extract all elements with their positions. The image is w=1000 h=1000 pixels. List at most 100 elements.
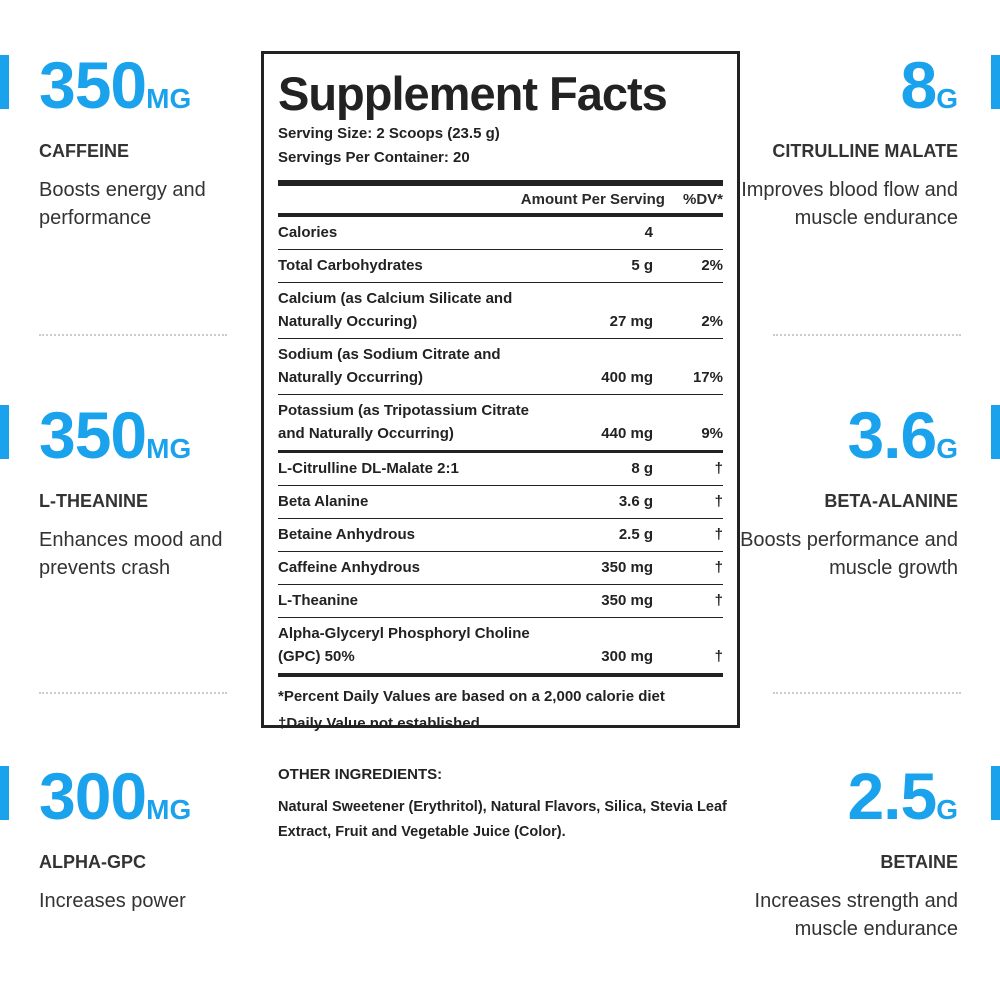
amount-unit: G — [936, 433, 958, 464]
nutrient-amount: 4 — [644, 224, 653, 241]
facts-row: Beta Alanine 3.6 g † — [278, 486, 723, 519]
amount-unit: MG — [146, 433, 192, 464]
nutrient-dv: † — [714, 493, 723, 510]
facts-row: Calcium (as Calcium Silicate and Natural… — [278, 283, 723, 339]
nutrient-name: Caffeine Anhydrous — [278, 559, 420, 576]
amount-unit: MG — [146, 83, 192, 114]
facts-title: Supplement Facts — [278, 67, 668, 120]
nutrient-dv: † — [714, 460, 723, 477]
amount-value: 350 — [39, 48, 147, 122]
ingredient-highlight: 350MG CAFFEINE Boosts energy and perform… — [39, 52, 269, 232]
supplement-facts-panel: Supplement Facts Serving Size: 2 Scoops … — [261, 51, 740, 732]
ingredient-name: BETA-ALANINE — [824, 491, 958, 511]
accent-bar — [991, 405, 1000, 459]
other-ingredients-text: Natural Sweetener (Erythritol), Natural … — [278, 799, 727, 840]
accent-bar — [0, 55, 9, 109]
amount: 350MG — [39, 402, 269, 479]
nutrient-amount: 440 mg — [601, 425, 653, 442]
footnote-dagger: †Daily Value not established — [278, 715, 480, 732]
ingredient-description: Boosts performance and muscle growth — [740, 529, 958, 579]
nutrient-dv: 2% — [701, 257, 723, 274]
facts-row: L-Theanine 350 mg † — [278, 585, 723, 618]
amount-value: 300 — [39, 759, 147, 833]
ingredient-highlight: 3.6G BETA-ALANINE Boosts performance and… — [728, 402, 958, 582]
nutrient-amount: 400 mg — [601, 369, 653, 386]
ingredient-name: ALPHA-GPC — [39, 852, 146, 872]
nutrient-dv: 17% — [692, 369, 723, 386]
col-amount: Amount Per Serving — [520, 191, 665, 208]
amount: 3.6G — [728, 402, 958, 479]
accent-bar — [0, 405, 9, 459]
other-ingredients-title: OTHER INGREDIENTS: — [278, 766, 443, 783]
amount-value: 2.5 — [847, 759, 937, 833]
ingredient-description: Boosts energy and performance — [39, 179, 206, 229]
nutrient-amount: 8 g — [631, 460, 653, 477]
nutrient-dv: 9% — [701, 425, 723, 442]
ingredient-description: Increases strength and muscle endurance — [754, 890, 958, 940]
amount-unit: MG — [146, 794, 192, 825]
nutrient-name: Calcium (as Calcium Silicate and Natural… — [278, 290, 513, 330]
facts-row: Potassium (as Tripotassium Citrate and N… — [278, 395, 723, 453]
ingredient-name: CAFFEINE — [39, 141, 129, 161]
nutrient-name: Betaine Anhydrous — [278, 526, 415, 543]
amount-value: 350 — [39, 398, 147, 472]
nutrient-amount: 350 mg — [601, 592, 653, 609]
nutrient-amount: 3.6 g — [618, 493, 653, 510]
amount-unit: G — [936, 83, 958, 114]
ingredient-highlight: 300MG ALPHA-GPC Increases power — [39, 763, 269, 915]
nutrient-dv: † — [714, 592, 723, 609]
nutrient-name: Sodium (as Sodium Citrate and Naturally … — [278, 346, 501, 386]
ingredient-highlight: 8G CITRULLINE MALATE Improves blood flow… — [728, 52, 959, 232]
serving-size: Serving Size: 2 Scoops (23.5 g) — [278, 125, 500, 142]
ingredient-name: L-THEANINE — [39, 491, 148, 511]
facts-row: Calories 4 — [278, 217, 723, 250]
divider — [773, 334, 961, 336]
nutrient-name: Alpha-Glyceryl Phosphoryl Choline (GPC) … — [278, 625, 530, 665]
amount-value: 8 — [900, 48, 938, 122]
divider — [39, 334, 227, 336]
other-ingredients: OTHER INGREDIENTS: Natural Sweetener (Er… — [278, 766, 738, 845]
ingredient-name: BETAINE — [880, 852, 958, 872]
amount-unit: G — [936, 794, 958, 825]
nutrient-name: Total Carbohydrates — [278, 257, 423, 274]
footnote-dv: *Percent Daily Values are based on a 2,0… — [278, 688, 665, 705]
ingredient-description: Increases power — [39, 890, 186, 912]
nutrient-amount: 27 mg — [609, 313, 653, 330]
facts-row: Sodium (as Sodium Citrate and Naturally … — [278, 339, 723, 395]
divider — [278, 180, 723, 186]
facts-row: L-Citrulline DL-Malate 2:1 8 g † — [278, 453, 723, 486]
nutrient-name: Potassium (as Tripotassium Citrate and N… — [278, 402, 529, 442]
amount: 2.5G — [728, 763, 958, 840]
nutrient-amount: 350 mg — [601, 559, 653, 576]
amount-value: 3.6 — [847, 398, 937, 472]
nutrient-name: Beta Alanine — [278, 493, 369, 510]
nutrient-amount: 5 g — [631, 257, 653, 274]
ingredient-description: Enhances mood and prevents crash — [39, 529, 223, 579]
nutrient-amount: 2.5 g — [618, 526, 653, 543]
ingredient-name: CITRULLINE MALATE — [772, 141, 958, 161]
facts-header: Amount Per Serving %DV* — [278, 186, 723, 217]
nutrient-name: Calories — [278, 224, 338, 241]
nutrient-name: L-Theanine — [278, 592, 359, 609]
accent-bar — [991, 766, 1000, 820]
amount: 350MG — [39, 52, 269, 129]
facts-row: Caffeine Anhydrous 350 mg † — [278, 552, 723, 585]
col-dv: %DV* — [682, 191, 723, 208]
amount: 300MG — [39, 763, 269, 840]
accent-bar — [0, 766, 9, 820]
servings-per-container: Servings Per Container: 20 — [278, 149, 470, 166]
facts-row: Total Carbohydrates 5 g 2% — [278, 250, 723, 283]
facts-row: Betaine Anhydrous 2.5 g † — [278, 519, 723, 552]
ingredient-description: Improves blood flow and muscle endurance — [741, 179, 958, 229]
nutrient-name: L-Citrulline DL-Malate 2:1 — [278, 460, 459, 477]
nutrient-dv: † — [714, 526, 723, 543]
ingredient-highlight: 350MG L-THEANINE Enhances mood and preve… — [39, 402, 269, 582]
divider — [773, 692, 961, 694]
nutrient-dv: 2% — [701, 313, 723, 330]
nutrient-dv: † — [714, 648, 723, 665]
facts-row: Alpha-Glyceryl Phosphoryl Choline (GPC) … — [278, 618, 723, 677]
nutrient-amount: 300 mg — [601, 648, 653, 665]
ingredient-highlight: 2.5G BETAINE Increases strength and musc… — [728, 763, 958, 943]
amount: 8G — [728, 52, 959, 129]
accent-bar — [991, 55, 1000, 109]
